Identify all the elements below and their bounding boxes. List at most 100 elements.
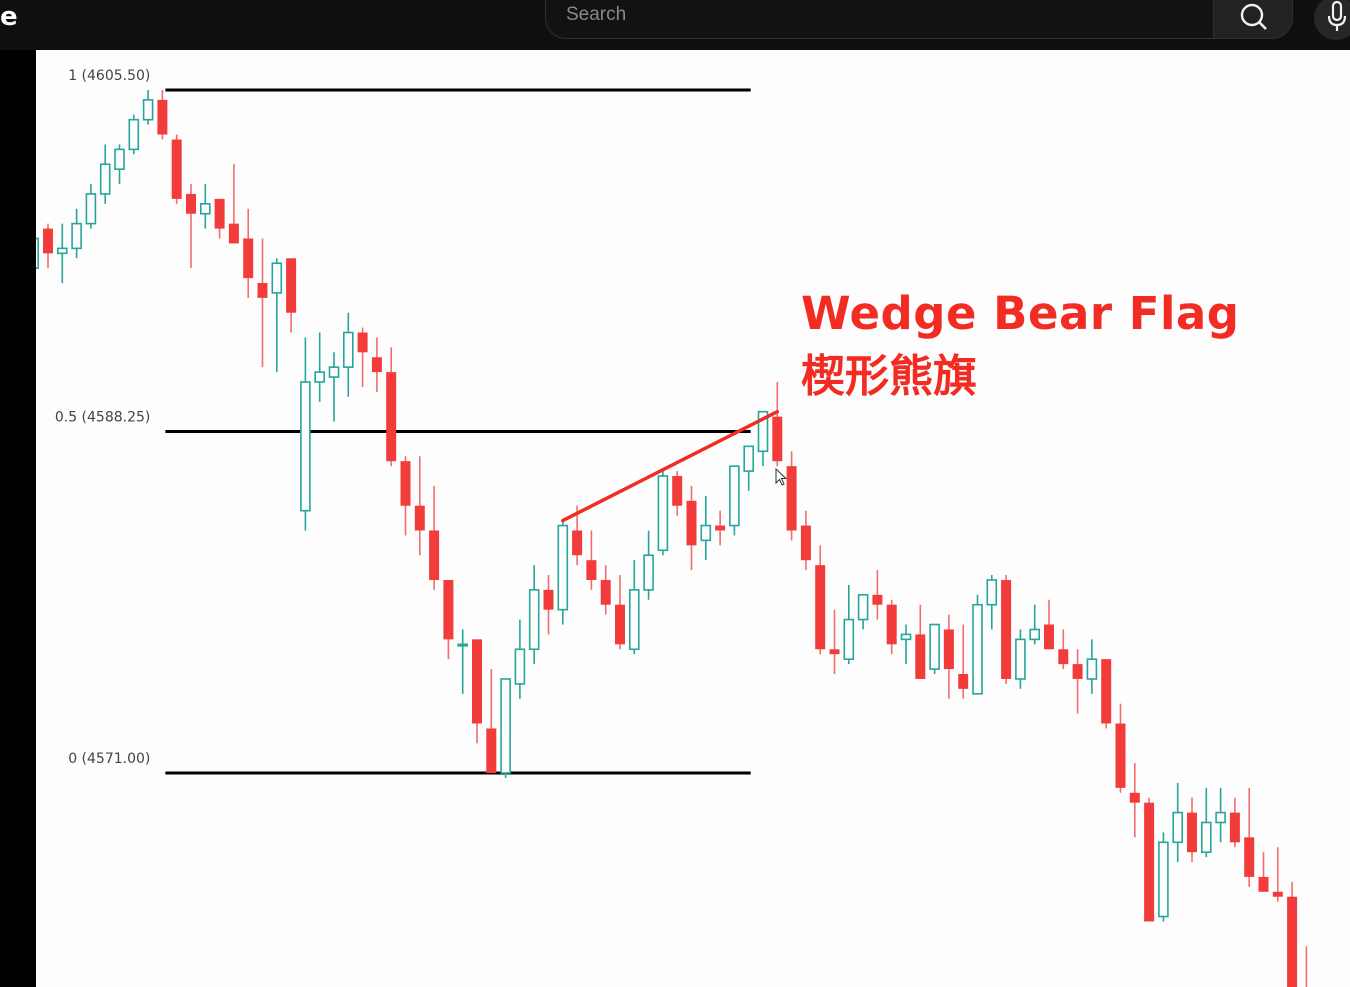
candle-body-up [743,445,755,472]
candle-body-up [36,237,39,269]
voice-search-button[interactable] [1314,0,1350,40]
fib-level-label: 0 (4571.00) [68,751,150,767]
candle-body-down [371,357,382,373]
candle-body-up [114,148,125,170]
candle-body-down [214,198,225,229]
candlestick-chart: 1 (4605.50) 0.5 (4588.25) 0 (4571.00) [36,68,1308,987]
candle-body-down [615,604,625,645]
candle-body-up [657,475,669,552]
candle-body-down [1101,659,1112,724]
candle-body-down [243,238,254,279]
logo-fragment[interactable]: e [0,2,18,32]
candle-body-down [686,500,697,546]
candle-body-down [1258,876,1269,892]
candle-body-down [157,99,168,135]
search-button[interactable] [1213,0,1293,39]
top-bar: e [0,0,1350,50]
candle-body-up [1015,638,1026,680]
candle-body-down [1072,664,1083,679]
candle-body-up [71,222,82,250]
search-input[interactable] [566,0,1196,31]
candle-body-down [586,560,597,580]
candle-body-up [342,331,354,368]
candle-body-down [443,579,454,640]
candle-body-up [757,410,769,453]
candle-body-down [572,530,583,556]
candle-body-down [886,604,897,645]
fib-level-label: 1 (4605.50) [68,68,150,84]
candle-body-up [514,648,526,685]
fib-level-label: 0.5 (4588.25) [55,409,151,425]
candle-body-up [1201,821,1212,853]
candle-body-down [286,258,297,313]
candle-body-up [986,579,998,606]
candle-body-up [1215,811,1226,824]
candle-body-up [900,633,912,641]
candle-body-down [400,461,411,506]
candle-body-down [1058,649,1069,665]
candle-body-up [528,589,540,651]
candle-body-down [1229,812,1240,843]
candle-body-down [543,589,554,610]
candle-body-down [1115,723,1126,788]
candle-body-up [300,381,311,512]
candle-body-up [929,623,940,670]
candle-body-up [972,603,983,695]
candle-body-down [186,193,196,214]
candle-body-down [943,629,954,670]
candle-body-down [872,594,883,605]
candle-body-down [486,728,497,773]
video-chart-frame: 1 (4605.50) 0.5 (4588.25) 0 (4571.00) Wedg… [36,50,1350,987]
candle-body-down [1244,837,1255,877]
candle-body-down [386,372,397,462]
annotation-subtitle: 楔形熊旗 [801,351,977,402]
candle-body-up [200,203,211,215]
candle-body-up [700,524,712,542]
candle-body-down [786,466,797,531]
candle-body-down [1001,579,1012,679]
mouse-cursor-icon [775,468,788,486]
candle-body-up [457,643,469,647]
candle-body-down [1044,624,1054,650]
candle-body-down [357,332,368,353]
candle-body-down [414,505,425,531]
candle-body-down [800,525,811,561]
candle-body-down [171,139,182,199]
candle-body-down [958,674,969,689]
candle-body-up [314,371,326,383]
candle-body-down [829,649,840,655]
candle-body-down [1187,812,1197,853]
candle-body-up [1158,841,1169,918]
microphone-icon [1327,0,1347,31]
candle-body-up [643,554,654,591]
candle-body-up [843,618,855,660]
candle-body-down [1287,896,1298,987]
candle-body-up [99,163,111,195]
pattern-annotation: Wedge Bear Flag 楔形熊旗 [801,287,1239,404]
wedge-trendline [561,409,780,523]
candle-body-down [915,634,926,679]
search-icon [1240,3,1267,30]
candle-body-down [429,530,440,580]
candle-body-down [43,228,53,254]
candle-body-up [1029,628,1041,641]
candle-body-down [472,639,482,724]
candle-body-down [672,476,683,506]
candle-body-up [1086,658,1098,680]
candle-body-down [1129,792,1140,803]
candle-body-up [128,118,140,151]
candle-body-up [500,678,511,774]
candle-body-up [557,524,569,611]
candle-body-down [600,579,611,605]
candle-body-down [257,283,268,298]
candle-body-up [1172,811,1183,844]
candle-body-down [772,416,783,462]
candle-body-up [628,589,640,651]
candle-body-down [715,525,726,531]
left-black-strip [0,50,36,987]
candle-body-down [1272,891,1283,897]
candle-body-down [1144,802,1155,922]
candle-body-up [857,594,869,621]
search-box[interactable] [545,0,1213,39]
candle-body-up [271,262,283,294]
